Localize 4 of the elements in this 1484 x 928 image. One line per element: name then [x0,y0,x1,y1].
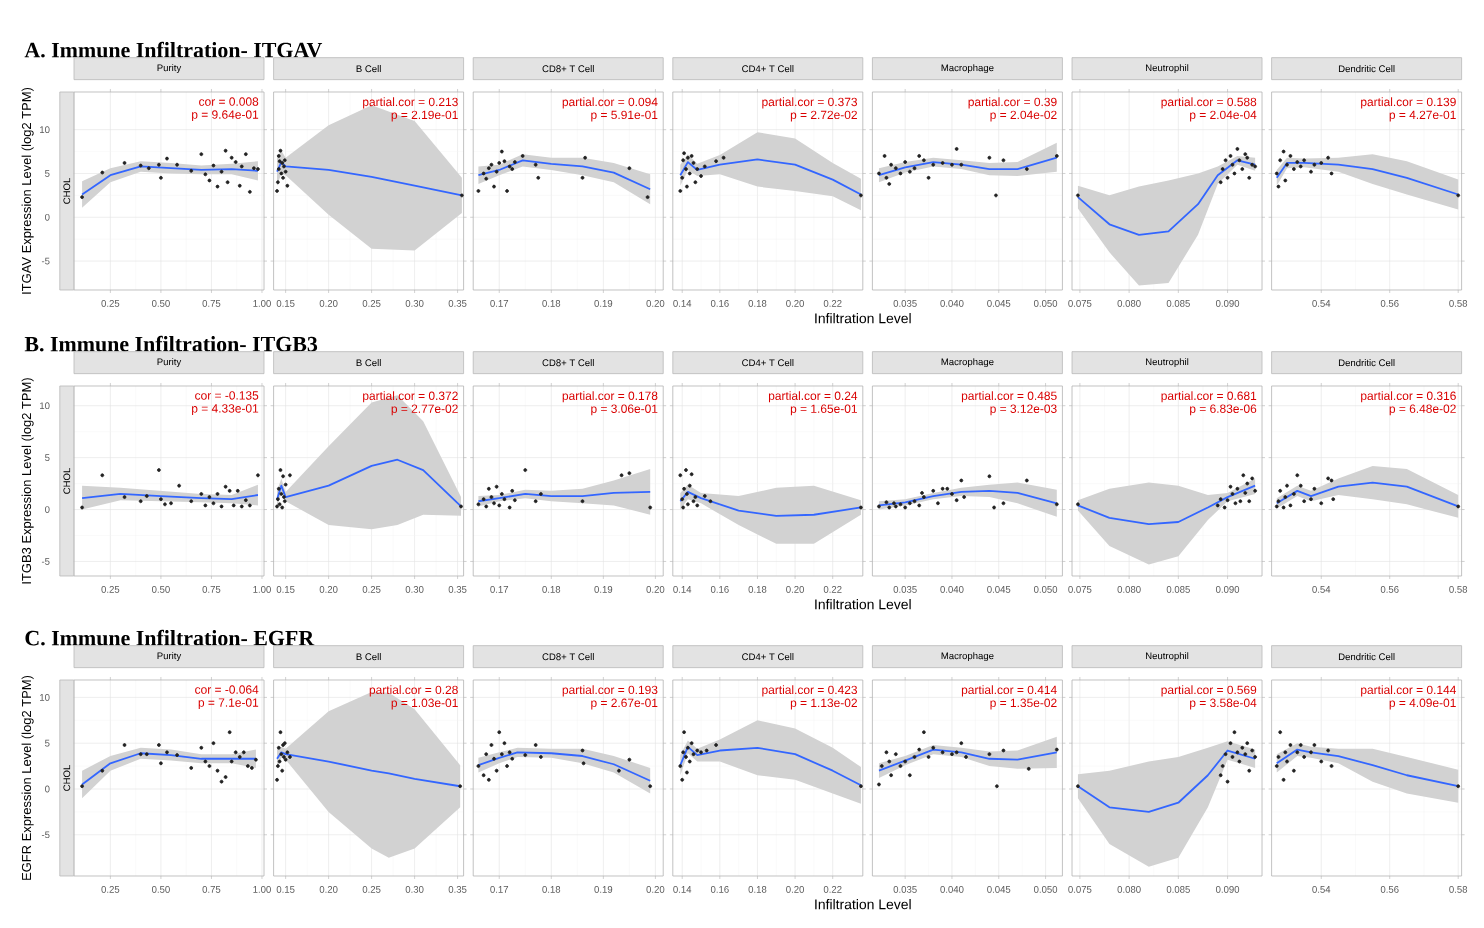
chart-subtitle: C. Immune Infiltration- EGFR [25,629,315,646]
chart-subtitle: B. Immune Infiltration- ITGB3 [24,335,318,352]
chart-subtitle: A. Immune Infiltration- ITGAV [24,41,323,58]
line-series [81,165,259,196]
